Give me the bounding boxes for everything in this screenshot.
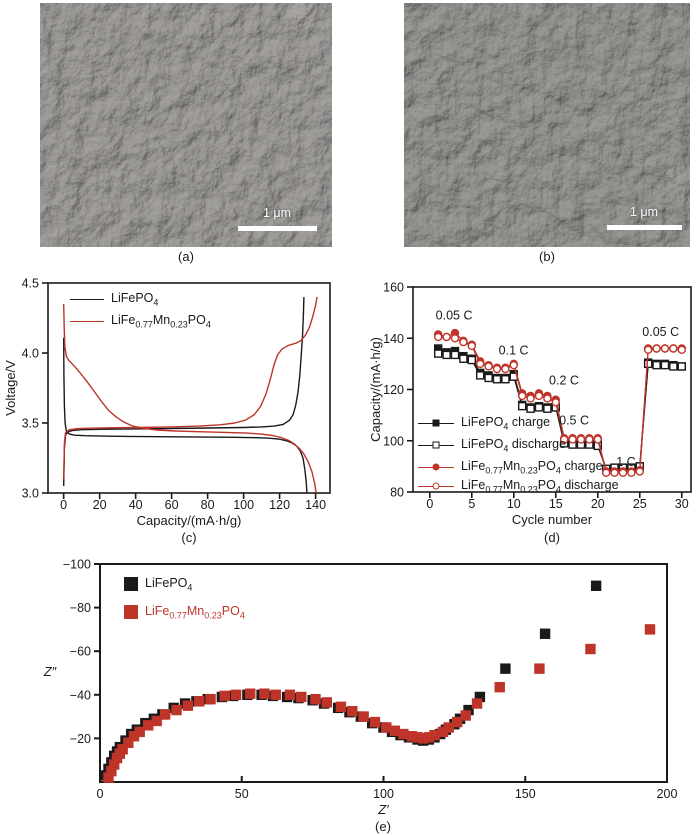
legend-label: LiFePO4 discharge (461, 437, 567, 454)
legend-label: LiFePO4 (111, 291, 159, 308)
svg-text:−20: −20 (70, 732, 91, 746)
svg-text:50: 50 (235, 787, 249, 801)
legend-item: LiFePO4 (70, 291, 158, 308)
legend-label: LiFe0.77Mn0.23PO4 (111, 313, 211, 330)
svg-text:3.5: 3.5 (22, 417, 39, 431)
legend-item: LiFePO4 discharge (418, 437, 566, 454)
series-line (63, 296, 318, 480)
svg-text:140: 140 (305, 498, 326, 512)
svg-text:200: 200 (657, 787, 678, 801)
rate-annotation: 0.05 C (436, 309, 473, 323)
x-axis-label: Cycle number (512, 512, 593, 527)
legend-label: LiFePO4 charge (461, 415, 551, 432)
y-axis-label: Voltage/V (3, 360, 18, 416)
svg-text:20: 20 (93, 498, 107, 512)
legend-label: LiFe0.77Mn0.23PO4 (145, 604, 245, 621)
legend-square-swatch (124, 605, 138, 620)
svg-text:−100: −100 (63, 558, 91, 572)
legend-item: LiFe0.77Mn0.23PO4 charge (418, 459, 603, 476)
rate-annotation: 1 C (616, 455, 635, 469)
panel-caption-d: (d) (544, 530, 560, 545)
legend-square-swatch (124, 577, 138, 592)
scale-bar-label: 1 μm (629, 205, 659, 219)
legend-item: LiFePO4 (124, 576, 192, 593)
sem-image-b: 1 μm (404, 3, 690, 247)
panel-caption-e: (e) (375, 819, 391, 834)
sem-texture-a (40, 3, 332, 247)
svg-text:−80: −80 (70, 601, 91, 615)
y-axis-label: Z″ (43, 664, 57, 679)
legend-item: LiFe0.77Mn0.23PO4 (70, 313, 211, 330)
svg-text:3.0: 3.0 (22, 487, 39, 501)
svg-text:120: 120 (383, 383, 404, 397)
svg-text:80: 80 (201, 498, 215, 512)
x-axis-label: Z′ (377, 802, 389, 817)
legend-item: LiFe0.77Mn0.23PO4 (124, 604, 245, 621)
svg-text:−60: −60 (70, 645, 91, 659)
legend-item: LiFe0.77Mn0.23PO4 discharge (418, 478, 619, 495)
series-line (63, 296, 305, 487)
legend-label: LiFe0.77Mn0.23PO4 charge (461, 459, 603, 476)
legend-label: LiFePO4 (145, 576, 193, 593)
svg-text:100: 100 (373, 787, 394, 801)
legend-marker-swatch (418, 441, 454, 450)
chart-c: 0 20 40 60 80 100 120 140 3.0 3.5 4.0 4.5 Capacity/(… (3, 277, 331, 528)
sem-image-a: 1 μm (40, 3, 332, 247)
svg-text:10: 10 (507, 497, 521, 511)
panel-caption-b: (b) (539, 249, 555, 264)
rate-annotation: 0.05 C (642, 325, 679, 339)
series-line (63, 303, 317, 494)
legend-marker-swatch (418, 419, 454, 428)
svg-text:160: 160 (383, 281, 404, 295)
legend-label: LiFe0.77Mn0.23PO4 discharge (461, 478, 619, 495)
panel-caption-a: (a) (178, 249, 194, 264)
svg-text:120: 120 (269, 498, 290, 512)
rate-annotation: 0.5 C (559, 413, 589, 427)
series-line (63, 337, 308, 494)
panel-caption-c: (c) (181, 530, 197, 545)
svg-text:30: 30 (675, 497, 689, 511)
chart-e: 0 50 100 150 200 −100 −80 −60 −40 −20 Z′ Z″ (43, 558, 678, 818)
svg-text:4.5: 4.5 (22, 277, 39, 291)
svg-text:15: 15 (549, 497, 563, 511)
scale-bar (607, 225, 682, 230)
scale-bar-label: 1 μm (262, 206, 292, 220)
svg-text:100: 100 (233, 498, 254, 512)
legend-marker-swatch (418, 482, 454, 491)
svg-text:40: 40 (129, 498, 143, 512)
svg-text:5: 5 (468, 497, 475, 511)
svg-text:20: 20 (591, 497, 605, 511)
legend-marker-swatch (418, 463, 454, 472)
svg-text:150: 150 (515, 787, 536, 801)
svg-text:60: 60 (165, 498, 179, 512)
scale-bar (238, 226, 317, 231)
rate-annotation: 0.2 C (549, 374, 579, 388)
sem-texture-b (404, 3, 690, 247)
svg-text:100: 100 (383, 434, 404, 448)
svg-text:140: 140 (383, 332, 404, 346)
y-axis-label: Capacity/(mA·h/g) (368, 337, 383, 442)
legend-line-swatch (70, 295, 104, 304)
legend-line-swatch (70, 317, 104, 326)
legend-item: LiFePO4 charge (418, 415, 550, 432)
chart-d: 0 5 10 15 20 25 30 80 100 120 140 160 Cycle number Ca… (368, 281, 692, 527)
svg-text:0: 0 (426, 497, 433, 511)
svg-text:0: 0 (97, 787, 104, 801)
svg-text:25: 25 (633, 497, 647, 511)
svg-text:80: 80 (390, 486, 404, 500)
svg-text:4.0: 4.0 (22, 347, 39, 361)
rate-annotation: 0.1 C (499, 344, 529, 358)
svg-text:−40: −40 (70, 688, 91, 702)
svg-text:0: 0 (60, 498, 67, 512)
x-axis-label: Capacity/(mA·h/g) (137, 513, 242, 528)
